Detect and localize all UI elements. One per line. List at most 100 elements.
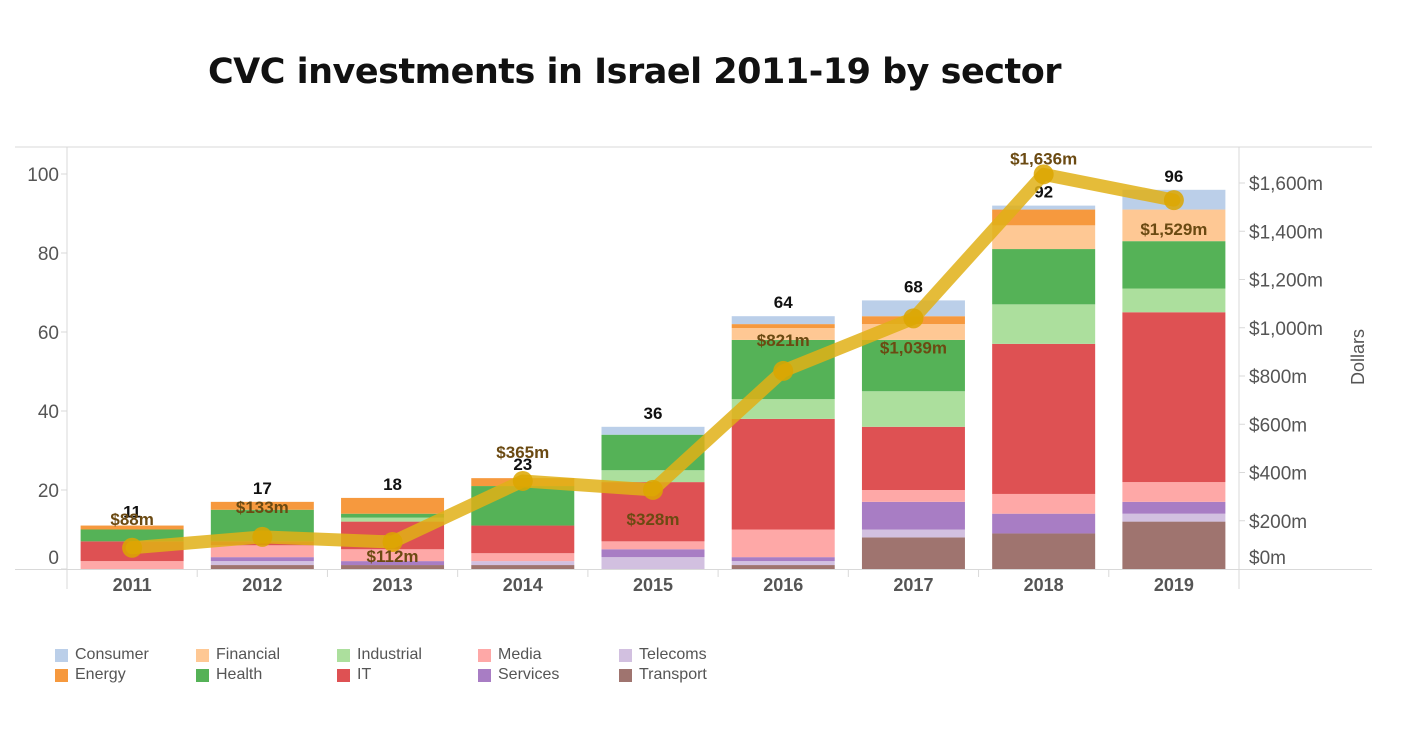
bar-segment-services [210,557,314,562]
legend-label: Energy [75,666,126,683]
legend-label: Financial [216,646,281,663]
bar-segment-services [731,557,835,562]
dollar-label: $328m [627,510,680,529]
legend-swatch [619,648,632,662]
bar-segment-media [341,549,445,562]
dollars-point [1033,164,1054,185]
total-label: 18 [383,475,402,494]
legend-label: Telecoms [639,646,707,663]
bar-segment-media [80,561,184,569]
bar-stack-2019 [1122,189,1226,569]
legend-swatch [55,648,68,662]
bar-segment-media [471,553,575,562]
bar-segment-health [861,339,965,392]
legend: Consumer Financial Industrial Media Telecoms… [55,646,760,684]
bar-segment-transport [861,537,965,569]
bar-segment-energy [80,525,184,530]
bar-segment-transport [1122,521,1226,569]
bar-stack-2018 [992,205,1096,569]
bar-segment-energy [341,497,445,514]
dollars-point [643,479,663,500]
bar-segment-financial [731,328,835,340]
bar-stack-2015 [601,426,705,569]
bar-segment-transport [992,533,1096,569]
bar-segment-financial [1122,209,1226,242]
legend-item-industrial: Industrial [337,646,478,664]
bar-stacks [80,189,1226,569]
total-label: 68 [904,277,923,296]
right-tick-label: $600m [1249,415,1307,436]
left-tick-label: 80 [38,244,59,265]
chart-title: CVC investments in Israel 2011-19 by sec… [208,52,1062,92]
legend-label: Media [498,646,542,663]
bar-segment-it [471,525,575,554]
bar-segment-transport [471,565,575,569]
dollar-label: $133m [236,498,289,517]
bar-segment-media [861,490,965,502]
total-label: 17 [253,479,272,498]
dollar-label: $88m [110,510,153,529]
dollars-point [512,470,533,491]
right-tick-label: $1,600m [1249,174,1323,195]
dollars-point [903,308,924,329]
left-tick-label: 40 [38,402,59,423]
bar-segment-transport [210,565,314,569]
left-tick-label: 60 [38,323,59,344]
x-tick-label: 2012 [242,575,282,595]
chart-frame [15,146,1372,589]
right-tick-label: $1,000m [1249,319,1323,340]
legend-item-transport: Transport [619,666,760,684]
dollars-point [382,531,403,552]
axes: 0 20 40 60 80 100 $0m $200m $400m $600m $800m $1,00… [27,165,1368,595]
dollar-labels: $88m $133m $112m $365m $328m $821m $1,039m $1,6… [110,149,1207,566]
x-tick-label: 2018 [1024,575,1064,595]
bar-stack-2017 [861,300,965,569]
bar-segment-media [210,545,314,558]
x-tick-label: 2016 [763,575,803,595]
total-label: 36 [644,404,663,423]
dollar-label: $821m [757,331,810,350]
bar-segment-industrial [861,391,965,427]
dollars-point [252,526,273,547]
bar-segment-industrial [992,304,1096,344]
right-tick-label: $400m [1249,464,1307,485]
legend-item-it: IT [337,666,478,684]
legend-swatch [196,668,209,682]
legend-item-financial: Financial [196,646,337,664]
bar-segment-health [1122,241,1226,289]
legend-item-consumer: Consumer [55,646,196,664]
bar-segment-health [341,513,445,518]
legend-label: Transport [639,666,707,683]
dollars-point [773,360,794,381]
bar-segment-telecoms [471,561,575,566]
bar-segment-telecoms [1122,513,1226,522]
bar-segment-consumer [861,300,965,317]
bar-segment-services [341,561,445,566]
bar-stack-2016 [731,316,835,569]
left-tick-label: 100 [27,165,59,186]
legend-label: IT [357,666,372,683]
bar-segment-energy [992,209,1096,226]
legend-swatch [478,648,491,662]
legend-label: Industrial [357,646,422,663]
left-tick-label: 0 [48,548,59,569]
bar-segment-telecoms [601,557,705,569]
right-tick-label: $200m [1249,512,1307,533]
bar-segment-it [731,418,835,530]
legend-item-telecoms: Telecoms [619,646,760,664]
legend-label: Health [216,666,263,683]
legend-label: Services [498,666,560,683]
x-tick-label: 2014 [503,575,543,595]
legend-swatch [196,648,209,662]
right-tick-label: $0m [1249,548,1286,569]
bar-segment-media [992,493,1096,514]
legend-swatch [478,668,491,682]
bar-segment-consumer [731,316,835,325]
dollar-label: $1,039m [880,338,947,357]
bar-segment-it [1122,312,1226,483]
total-label: 11 [123,503,141,522]
x-tick-label: 2015 [633,575,673,595]
total-label: 23 [513,455,532,474]
